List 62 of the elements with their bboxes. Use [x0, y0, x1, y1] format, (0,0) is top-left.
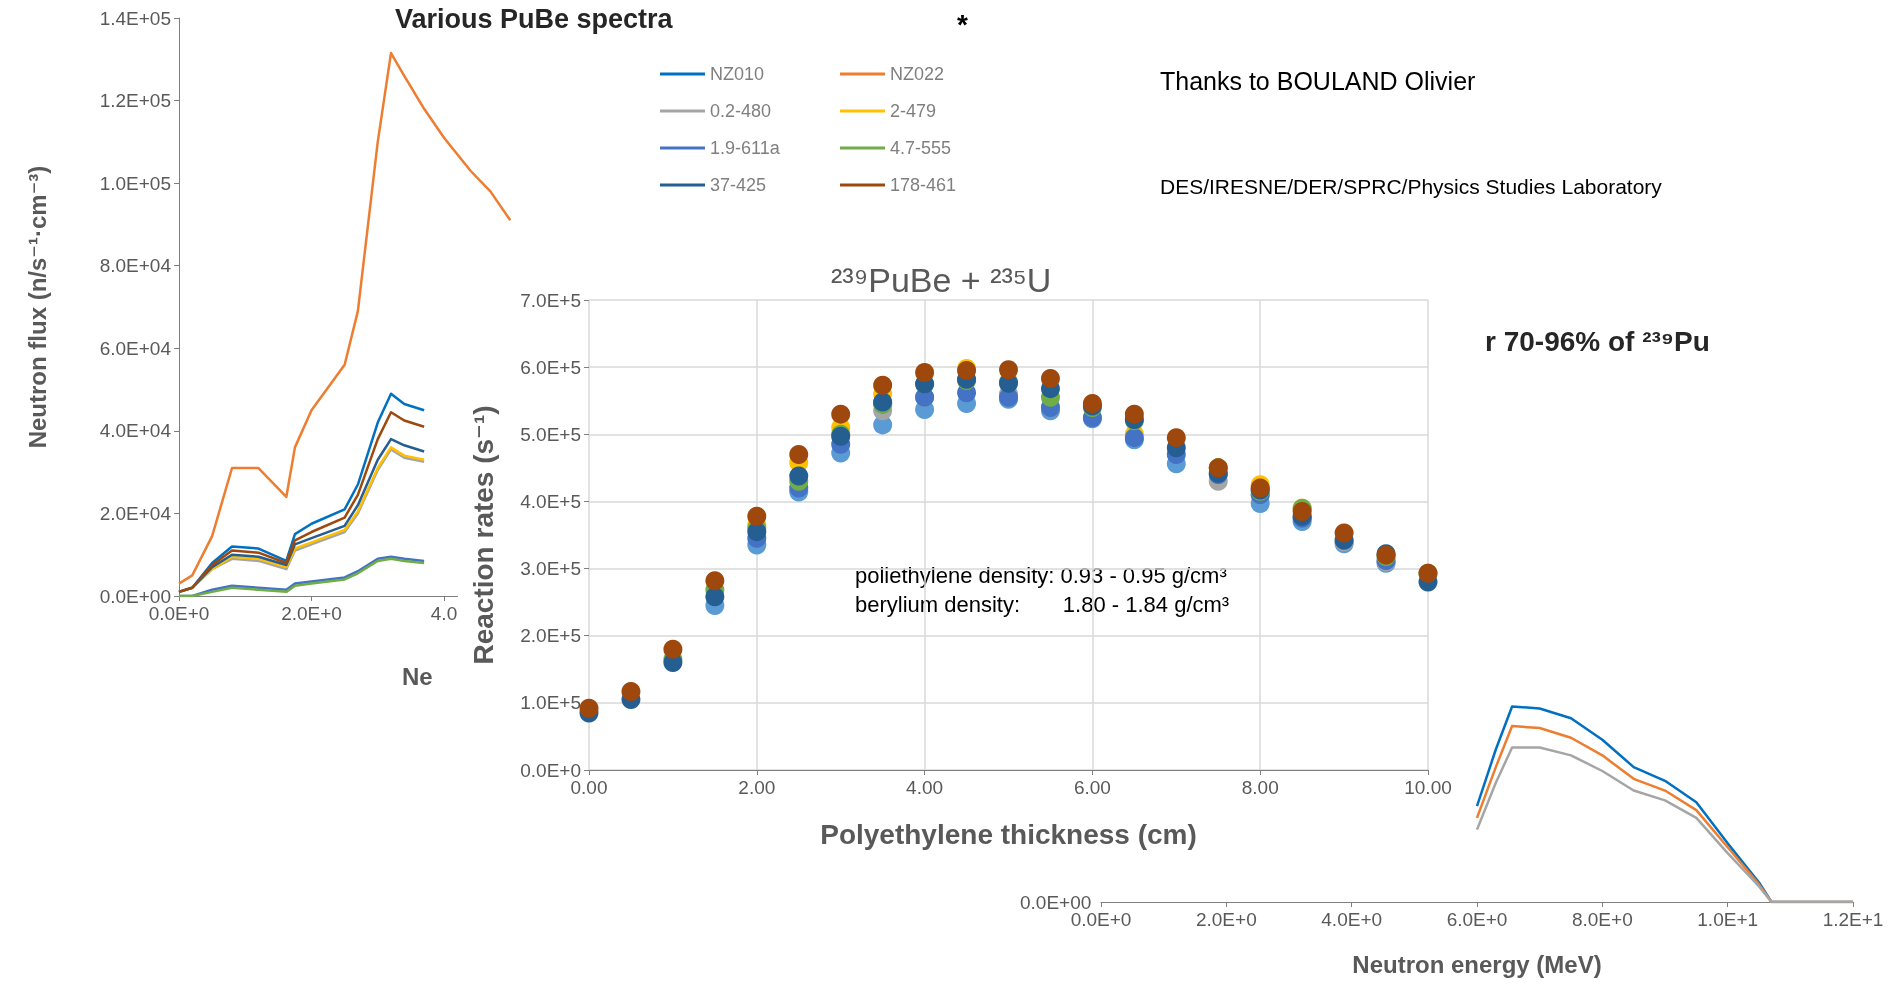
y-tick-label: 6.0E+04	[99, 337, 172, 359]
x-axis-title: Neutron energy (MeV)	[1352, 950, 1602, 978]
x-tick-label: 10.00	[1404, 777, 1452, 798]
x-tick-label: 8.0E+0	[1571, 909, 1633, 930]
x-tick-label: 1.0E+1	[1697, 909, 1759, 930]
x-tick-label: 1.2E+1	[1822, 909, 1884, 930]
y-tick-label: 5.0E+5	[520, 423, 581, 445]
y-tick-label: 1.0E+5	[520, 692, 581, 714]
point	[579, 698, 599, 718]
point	[1166, 428, 1186, 448]
point	[663, 639, 683, 659]
text: DES/IRESNE/DER/SPRC/Physics Studies Laboratory	[1160, 175, 1663, 198]
y-tick-label: 8.0E+04	[99, 255, 172, 277]
x-tick-label: 4.00	[906, 777, 944, 798]
y-tick-label: 2.0E+5	[520, 625, 581, 647]
chart-title: Various PuBe spectra	[395, 3, 674, 34]
x-tick-label: 2.0E+0	[1195, 909, 1257, 930]
legend-label: 4.7-555	[890, 138, 952, 158]
point	[1334, 523, 1354, 543]
y-tick-label: 4.0E+04	[99, 420, 172, 442]
y-tick-label: 1.4E+05	[99, 7, 171, 29]
y-axis-title: Neutron flux (n/s⁻¹·cm⁻³)	[23, 165, 51, 449]
y-tick-label: 3.0E+5	[520, 558, 581, 580]
point	[915, 363, 935, 383]
legend-label: 178-461	[890, 175, 957, 195]
x-tick-label: 2.0E+0	[281, 603, 342, 624]
chart-title: r 70-96% of ²³⁹Pu	[1485, 325, 1710, 357]
point	[747, 506, 767, 526]
point	[831, 404, 851, 424]
point	[999, 360, 1018, 380]
legend-label: 0.2-480	[710, 101, 772, 121]
y-tick-label: 6.0E+5	[520, 356, 581, 378]
y-tick-label: 7.0E+5	[520, 289, 581, 311]
legend-label: 2-479	[890, 101, 937, 121]
y-axis-title: Reaction rates (s⁻¹)	[467, 405, 499, 665]
x-axis-title: Ne	[402, 662, 433, 690]
x-tick-label: 8.00	[1241, 777, 1279, 798]
point	[1124, 404, 1144, 424]
y-tick-label: 1.0E+05	[99, 172, 171, 194]
x-axis-title: Polyethylene thickness (cm)	[820, 818, 1197, 850]
y-tick-label: 4.0E+5	[520, 490, 581, 512]
legend-label: NZ010	[710, 64, 765, 84]
point	[621, 681, 641, 701]
y-tick-label: 2.0E+04	[99, 502, 172, 524]
text: Thanks to BOULAND Olivier	[1160, 66, 1476, 95]
legend-label: 1.9-611a	[710, 138, 781, 158]
point	[1040, 369, 1060, 389]
x-tick-label: 4.0E+0	[1321, 909, 1383, 930]
y-tick-label: 1.2E+05	[99, 90, 171, 112]
x-tick-label: 6.00	[1073, 777, 1111, 798]
chart-title: ²³⁹PuBe + ²³⁵U	[831, 261, 1052, 299]
annotation: *	[957, 8, 968, 40]
point	[873, 375, 893, 395]
point	[789, 444, 809, 464]
legend-label: NZ022	[890, 64, 945, 84]
x-tick-label: 6.0E+0	[1446, 909, 1508, 930]
point	[789, 466, 809, 486]
annotation: berylium density: 1.80 - 1.84 g/cm³	[855, 591, 1230, 617]
annotation: poliethylene density: 0.93 - 0.95 g/cm³	[855, 562, 1227, 588]
x-tick-label: 2.00	[738, 777, 776, 798]
x-tick-label: 4.0	[430, 603, 458, 624]
legend-label: 37-425	[710, 175, 767, 195]
